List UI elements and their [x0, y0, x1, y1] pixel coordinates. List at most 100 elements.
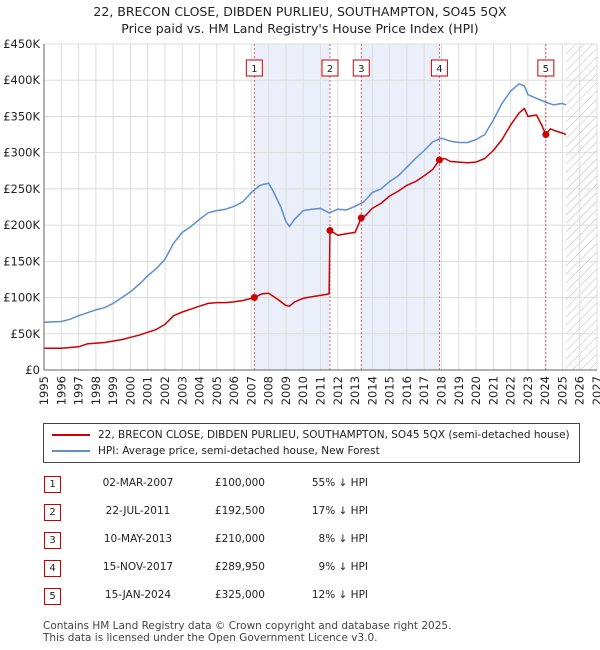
- x-tick-label: 2022: [504, 376, 518, 405]
- x-tick-label: 1995: [37, 376, 51, 405]
- sale-date: 15-JAN-2024: [104, 589, 172, 601]
- sale-hpi-diff: 9% ↓ HPI: [318, 561, 368, 573]
- legend-label-price-paid: 22, BRECON CLOSE, DIBDEN PURLIEU, SOUTHA…: [98, 429, 570, 441]
- sale-label-box: 5: [537, 59, 555, 77]
- sale-number: 1: [44, 476, 61, 493]
- x-tick-label: 2003: [175, 376, 189, 405]
- sale-price: £289,950: [214, 561, 265, 573]
- hpi-line: [44, 83, 567, 323]
- sale-row: 2 22-JUL-2011 £192,500 17% ↓ HPI: [43, 501, 583, 529]
- y-tick-label: £150K: [3, 254, 40, 268]
- y-tick-label: £300K: [3, 146, 40, 160]
- y-tick-label: £100K: [3, 291, 40, 305]
- x-tick-label: 2019: [452, 376, 466, 405]
- x-tick-label: 2009: [279, 376, 293, 405]
- sale-label-number: 2: [327, 64, 333, 75]
- x-tick-label: 2002: [158, 376, 172, 405]
- sale-label-box: 2: [321, 59, 339, 77]
- sale-label-frame: [537, 59, 555, 77]
- x-tick-label: 2027: [590, 376, 600, 405]
- legend-item-price-paid: 22, BRECON CLOSE, DIBDEN PURLIEU, SOUTHA…: [52, 427, 570, 443]
- sale-label-frame: [430, 59, 448, 77]
- sale-point: [326, 227, 334, 235]
- sale-row: 4 15-NOV-2017 £289,950 9% ↓ HPI: [43, 557, 583, 585]
- x-tick-label: 2024: [538, 376, 552, 405]
- sale-point: [250, 294, 258, 302]
- sale-point: [542, 131, 550, 139]
- price-paid-line: [44, 107, 567, 350]
- x-tick-label: 2014: [365, 376, 379, 405]
- ownership-band: [254, 44, 331, 370]
- x-tick-label: 2005: [210, 376, 224, 405]
- y-tick-label: £0: [25, 363, 40, 377]
- x-tick-label: 1996: [54, 376, 68, 405]
- sale-label-frame: [321, 59, 339, 77]
- chart-title: 22, BRECON CLOSE, DIBDEN PURLIEU, SOUTHA…: [93, 4, 507, 19]
- x-tick-label: 2004: [193, 376, 207, 405]
- x-tick-label: 1999: [106, 376, 120, 405]
- sale-price: £325,000: [214, 589, 265, 601]
- sale-hpi-diff: 55% ↓ HPI: [311, 477, 368, 489]
- x-tick-label: 2001: [141, 376, 155, 405]
- legend-swatch-price-paid: [52, 434, 90, 436]
- sale-date: 02-MAR-2007: [102, 477, 174, 489]
- x-tick-label: 2026: [573, 376, 587, 405]
- x-tick-label: 1997: [72, 376, 86, 405]
- y-tick-label: £250K: [3, 182, 40, 196]
- sale-date: 15-NOV-2017: [102, 561, 174, 573]
- sale-number: 2: [44, 504, 61, 521]
- footer-copyright: Contains HM Land Registry data © Crown c…: [43, 620, 452, 632]
- sale-row: 5 15-JAN-2024 £325,000 12% ↓ HPI: [43, 585, 583, 613]
- legend-swatch-hpi: [52, 450, 90, 452]
- x-tick-label: 2011: [314, 376, 328, 405]
- sale-hpi-diff: 12% ↓ HPI: [311, 589, 368, 601]
- x-tick-label: 1998: [89, 376, 103, 405]
- sale-number: 3: [44, 532, 61, 549]
- legend-label-hpi: HPI: Average price, semi-detached house,…: [98, 445, 380, 457]
- sale-label-number: 3: [358, 64, 364, 75]
- sale-price: £192,500: [214, 505, 265, 517]
- x-tick-label: 2006: [227, 376, 241, 405]
- x-tick-label: 2010: [296, 376, 310, 405]
- sale-label-box: 3: [352, 59, 370, 77]
- sale-date: 22-JUL-2011: [105, 505, 171, 517]
- x-tick-label: 2016: [400, 376, 414, 405]
- x-tick-label: 2017: [417, 376, 431, 405]
- legend-item-hpi: HPI: Average price, semi-detached house,…: [52, 443, 380, 459]
- sale-label-frame: [352, 59, 370, 77]
- sale-hpi-diff: 17% ↓ HPI: [311, 505, 368, 517]
- x-tick-label: 2021: [486, 376, 500, 405]
- y-tick-label: £350K: [3, 109, 40, 123]
- x-tick-label: 2020: [469, 376, 483, 405]
- sales-table: 1 02-MAR-2007 £100,000 55% ↓ HPI 2 22-JU…: [43, 473, 583, 613]
- legend: 22, BRECON CLOSE, DIBDEN PURLIEU, SOUTHA…: [43, 423, 580, 463]
- sale-point: [357, 214, 365, 222]
- sale-label-box: 1: [245, 59, 263, 77]
- price-chart: £0 £50K £100K £150K £200K £250K £300K £350K £400…: [3, 37, 600, 405]
- forecast-hatch: [565, 44, 597, 370]
- x-tick-label: 2008: [262, 376, 276, 405]
- sale-row: 3 10-MAY-2013 £210,000 8% ↓ HPI: [43, 529, 583, 557]
- x-tick-label: 2012: [331, 376, 345, 405]
- y-tick-label: £50K: [11, 327, 41, 341]
- sale-hpi-diff: 8% ↓ HPI: [318, 533, 368, 545]
- sale-label-box: 4: [430, 59, 448, 77]
- x-tick-label: 2025: [555, 376, 569, 405]
- sale-price: £100,000: [214, 477, 265, 489]
- footer: Contains HM Land Registry data © Crown c…: [43, 620, 451, 644]
- sale-number: 4: [44, 560, 61, 577]
- sale-label-frame: [245, 59, 263, 77]
- ownership-band: [361, 44, 440, 370]
- x-tick-label: 2007: [244, 376, 258, 405]
- sale-price: £210,000: [214, 533, 265, 545]
- sale-label-number: 5: [543, 64, 549, 75]
- chart-subtitle: Price paid vs. HM Land Registry's House …: [121, 21, 479, 36]
- footer-licence: This data is licensed under the Open Gov…: [43, 632, 378, 644]
- sale-row: 1 02-MAR-2007 £100,000 55% ↓ HPI: [43, 473, 583, 501]
- sale-label-number: 4: [436, 64, 442, 75]
- y-tick-label: £200K: [3, 218, 40, 232]
- x-tick-label: 2000: [123, 376, 137, 405]
- sale-label-number: 1: [251, 64, 257, 75]
- x-tick-label: 2013: [348, 376, 362, 405]
